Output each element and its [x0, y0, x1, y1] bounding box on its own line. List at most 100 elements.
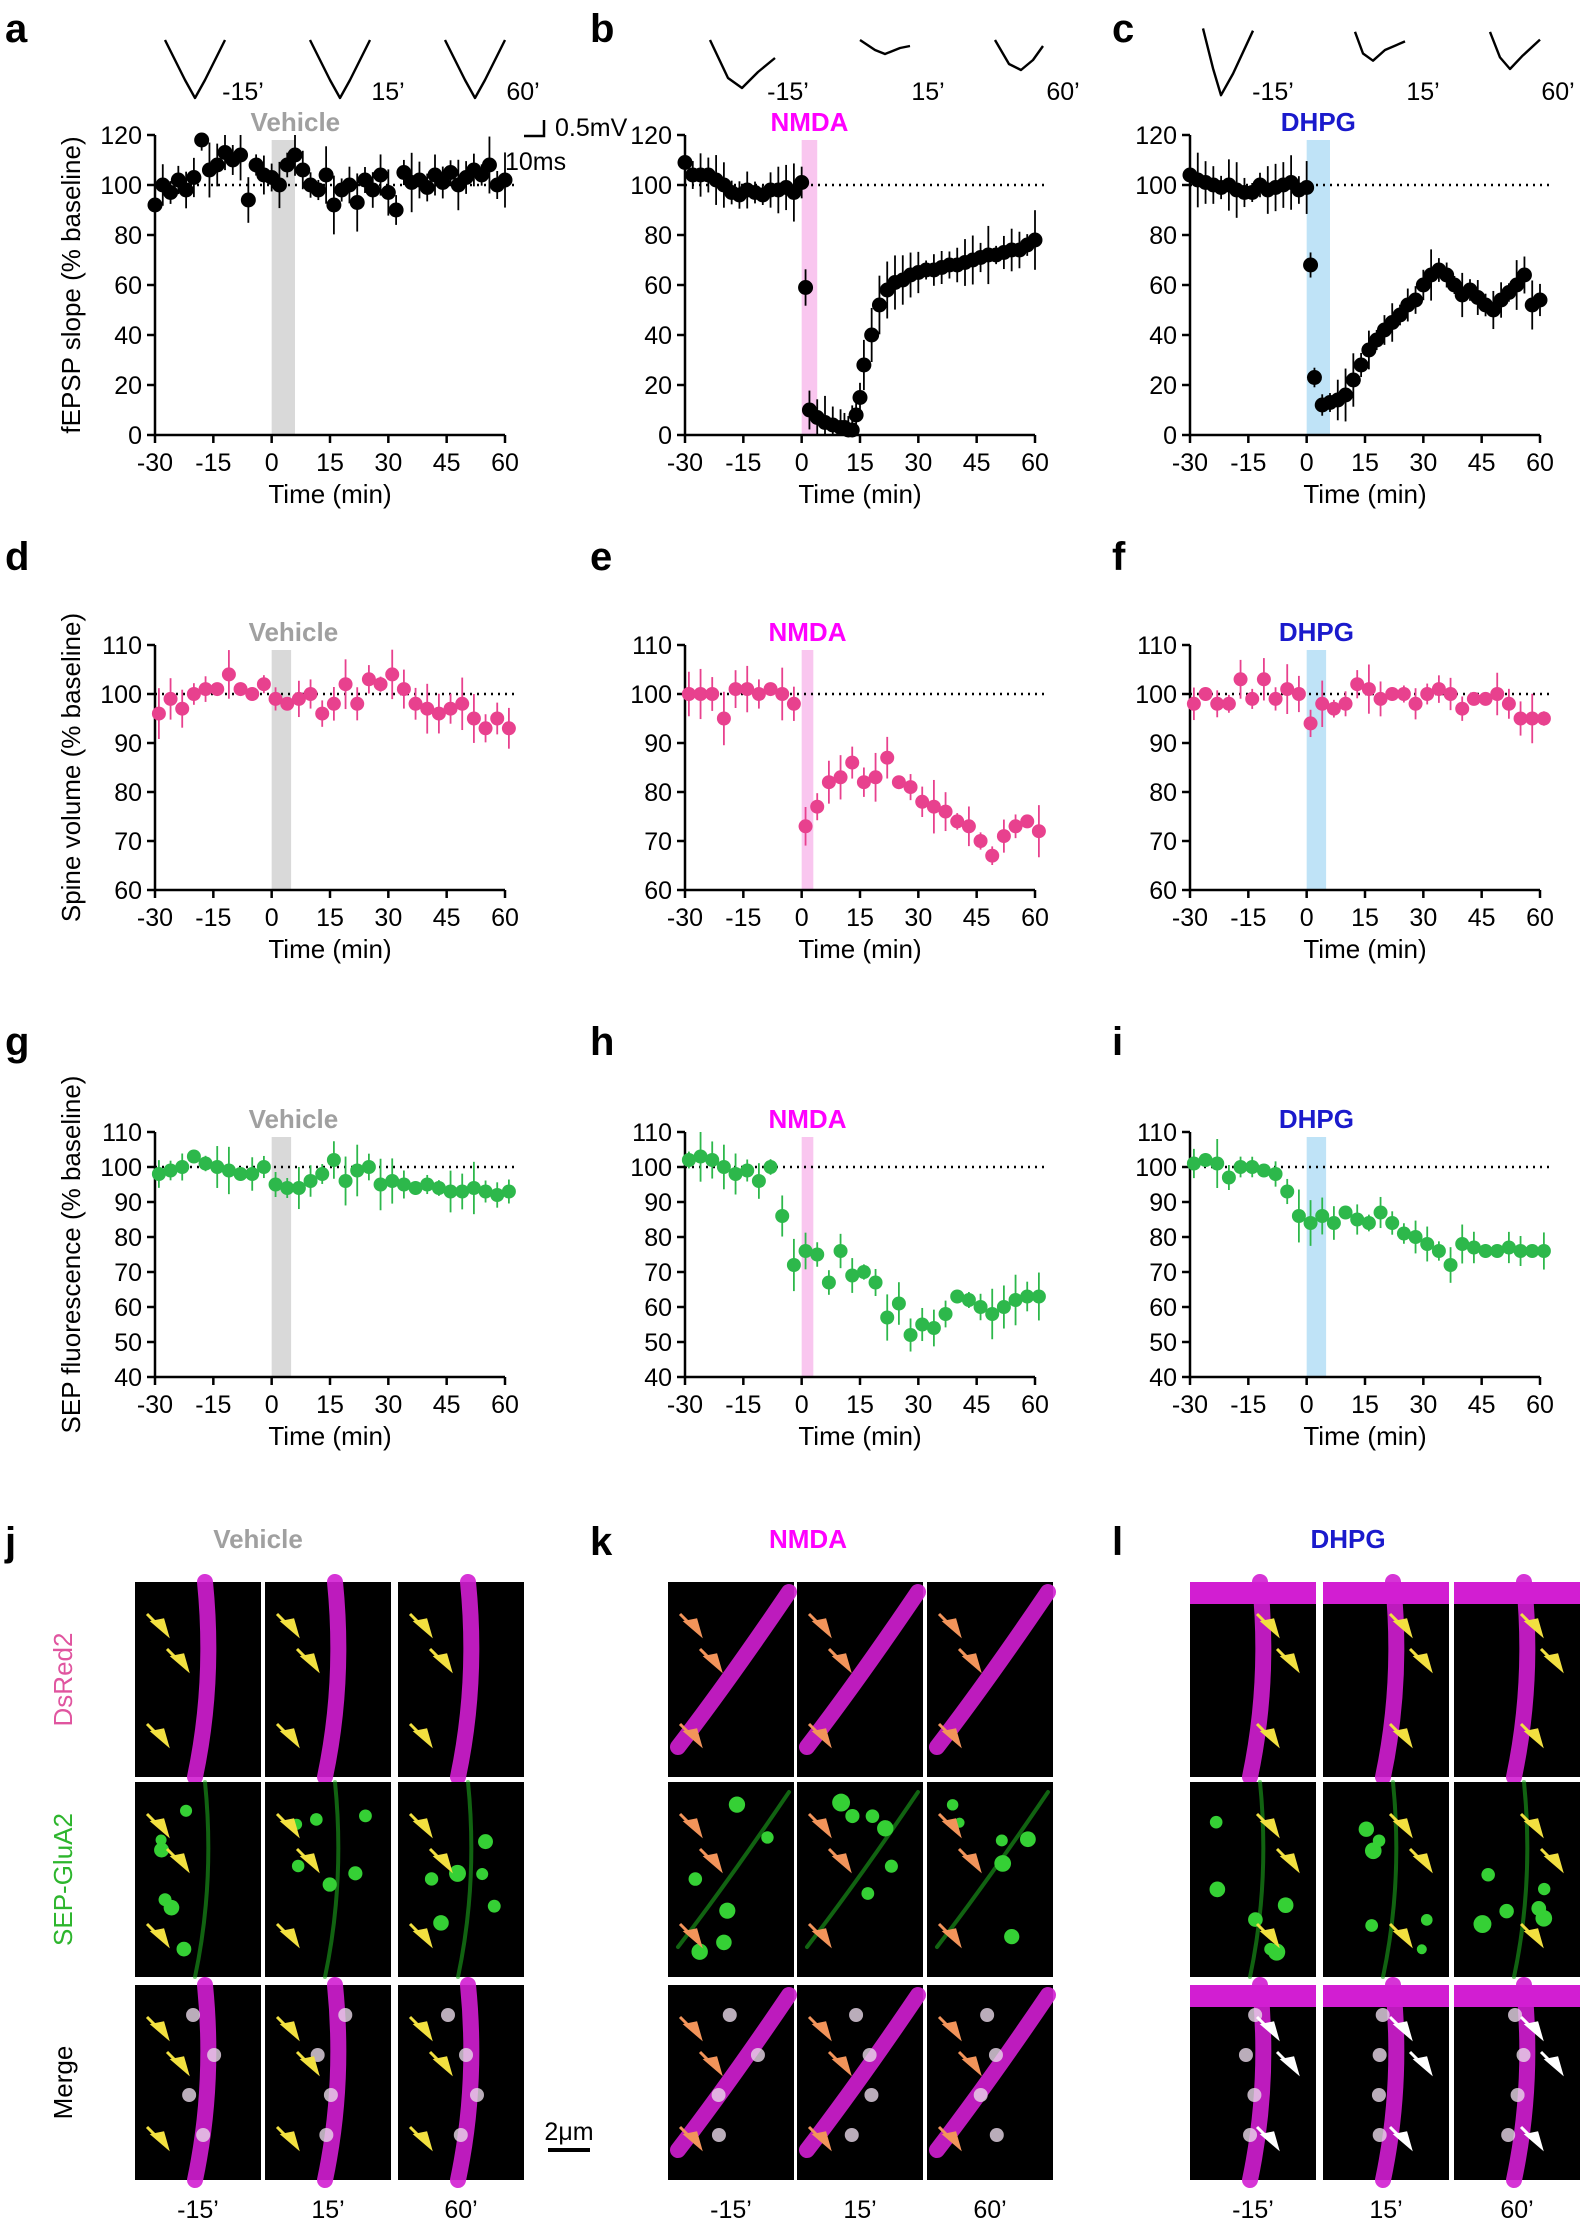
colocalized-puncta	[1243, 2128, 1258, 2142]
data-point	[455, 696, 470, 711]
panel-letter-f: f	[1112, 535, 1126, 579]
data-point	[1020, 1289, 1035, 1304]
plot-layer: 0 20 40 60 80 100 120 -30 -15 0 15 30 45 60 Time (min)…	[56, 28, 1575, 1451]
data-point	[1516, 267, 1532, 283]
x-tick-label: 45	[963, 904, 991, 932]
x-tick-label: -15	[195, 449, 231, 477]
data-point	[868, 1275, 883, 1290]
data-point	[1350, 677, 1365, 692]
micrograph-tile	[398, 1977, 524, 2188]
data-point	[891, 775, 906, 790]
data-point	[1455, 701, 1470, 716]
fepsp-trace	[1353, 31, 1406, 62]
arrowhead-icon	[1388, 2015, 1413, 2042]
chart-panel-d: 60 70 80 90 100 110 -30 -15 0 15 30 45 60 Time (min) S…	[56, 613, 519, 964]
sep-puncta	[359, 1809, 372, 1823]
sep-puncta	[176, 1941, 192, 1957]
x-tick-label: -15	[725, 904, 761, 932]
image-time-label: -15’	[177, 2196, 219, 2224]
panel-letter-g: g	[5, 1020, 29, 1064]
sep-puncta	[1358, 1821, 1375, 1837]
data-point	[1443, 687, 1458, 701]
colocalized-puncta	[1372, 2048, 1387, 2062]
x-tick-label: 0	[265, 449, 279, 477]
dendrite-shaft	[1190, 1985, 1316, 2007]
y-tick-label: 110	[1137, 632, 1177, 660]
micrograph-tile	[1190, 1977, 1316, 2188]
data-point	[280, 1181, 295, 1195]
data-point	[1513, 711, 1528, 726]
x-tick-label: 15	[1351, 449, 1379, 477]
data-point	[245, 1167, 260, 1181]
sep-puncta	[884, 1859, 898, 1873]
image-layer: Vehicle NMDA DHPG DsRed2 SEP-GluA2 Merge -15’ 1…	[48, 1524, 1580, 2224]
data-point	[728, 682, 743, 697]
data-point	[1198, 1153, 1213, 1167]
sep-puncta	[1481, 1867, 1495, 1882]
x-tick-label: 30	[904, 904, 932, 932]
dendrite	[187, 1574, 217, 1785]
arrowhead-icon	[957, 1847, 982, 1874]
data-point	[349, 195, 365, 210]
data-point	[163, 185, 179, 200]
data-point	[271, 177, 287, 193]
x-tick-label: -30	[137, 449, 173, 477]
arrowhead-icon	[145, 2125, 170, 2152]
x-axis-label: Time (min)	[798, 1421, 921, 1451]
image-treatment-title: DHPG	[1310, 1524, 1385, 1554]
arrowhead-icon	[1519, 2015, 1544, 2042]
micrograph-tile	[265, 1574, 391, 1785]
data-point	[303, 687, 318, 701]
data-point	[233, 682, 248, 697]
colocalized-puncta	[338, 2008, 353, 2022]
micrograph-tile	[668, 1582, 797, 1777]
y-tick-label: 110	[632, 1119, 672, 1147]
y-tick-label: 70	[644, 1259, 672, 1287]
trace-time-label: 15’	[1406, 78, 1439, 106]
arrowhead-icon	[678, 2015, 703, 2042]
panel-letter-a: a	[5, 7, 28, 51]
data-point	[268, 1177, 283, 1192]
micrograph-tile	[398, 1574, 524, 1785]
data-point	[1396, 1226, 1411, 1241]
data-point	[233, 147, 249, 163]
x-axis-label: Time (min)	[1303, 934, 1426, 964]
arrowhead-icon	[937, 1922, 962, 1949]
colocalized-puncta	[1371, 2088, 1386, 2102]
micrograph-tile	[1323, 1780, 1449, 1979]
data-point	[1268, 1167, 1283, 1181]
sep-puncta	[994, 1855, 1012, 1872]
arrowhead-icon	[678, 2125, 703, 2152]
sep-puncta	[1473, 1915, 1492, 1934]
colocalized-puncta	[711, 2128, 726, 2142]
arrowhead-icon	[1255, 1612, 1280, 1639]
data-point	[751, 687, 766, 701]
data-point	[903, 780, 918, 795]
y-tick-label: 20	[644, 372, 672, 400]
dendrite	[323, 1780, 341, 1979]
colocalized-puncta	[459, 2048, 474, 2062]
data-point	[186, 170, 202, 185]
data-point	[198, 1156, 213, 1171]
colocalized-puncta	[1375, 2008, 1390, 2022]
data-point	[775, 1209, 790, 1223]
y-tick-label: 50	[114, 1329, 142, 1357]
treatment-band	[1306, 140, 1330, 435]
data-point	[1303, 716, 1318, 731]
x-tick-label: -30	[1172, 449, 1208, 477]
x-axis-label: Time (min)	[798, 479, 921, 509]
sep-puncta	[861, 1887, 875, 1900]
arrowhead-icon	[807, 1612, 832, 1639]
chart-panel-g: 40 50 60 70 80 90 100 110 -30 -15 0 15 30 45 60 Time (m…	[56, 1076, 519, 1451]
data-point	[291, 691, 306, 706]
sep-puncta	[761, 1831, 774, 1844]
arrowhead-icon	[1388, 1922, 1413, 1949]
arrowhead-icon	[807, 1922, 832, 1949]
x-tick-label: 0	[265, 904, 279, 932]
x-tick-label: 15	[316, 904, 344, 932]
y-tick-label: 40	[1149, 322, 1177, 350]
image-time-label: 60’	[444, 2196, 477, 2224]
treatment-title: DHPG	[1279, 617, 1354, 647]
sep-puncta	[1277, 1897, 1294, 1914]
